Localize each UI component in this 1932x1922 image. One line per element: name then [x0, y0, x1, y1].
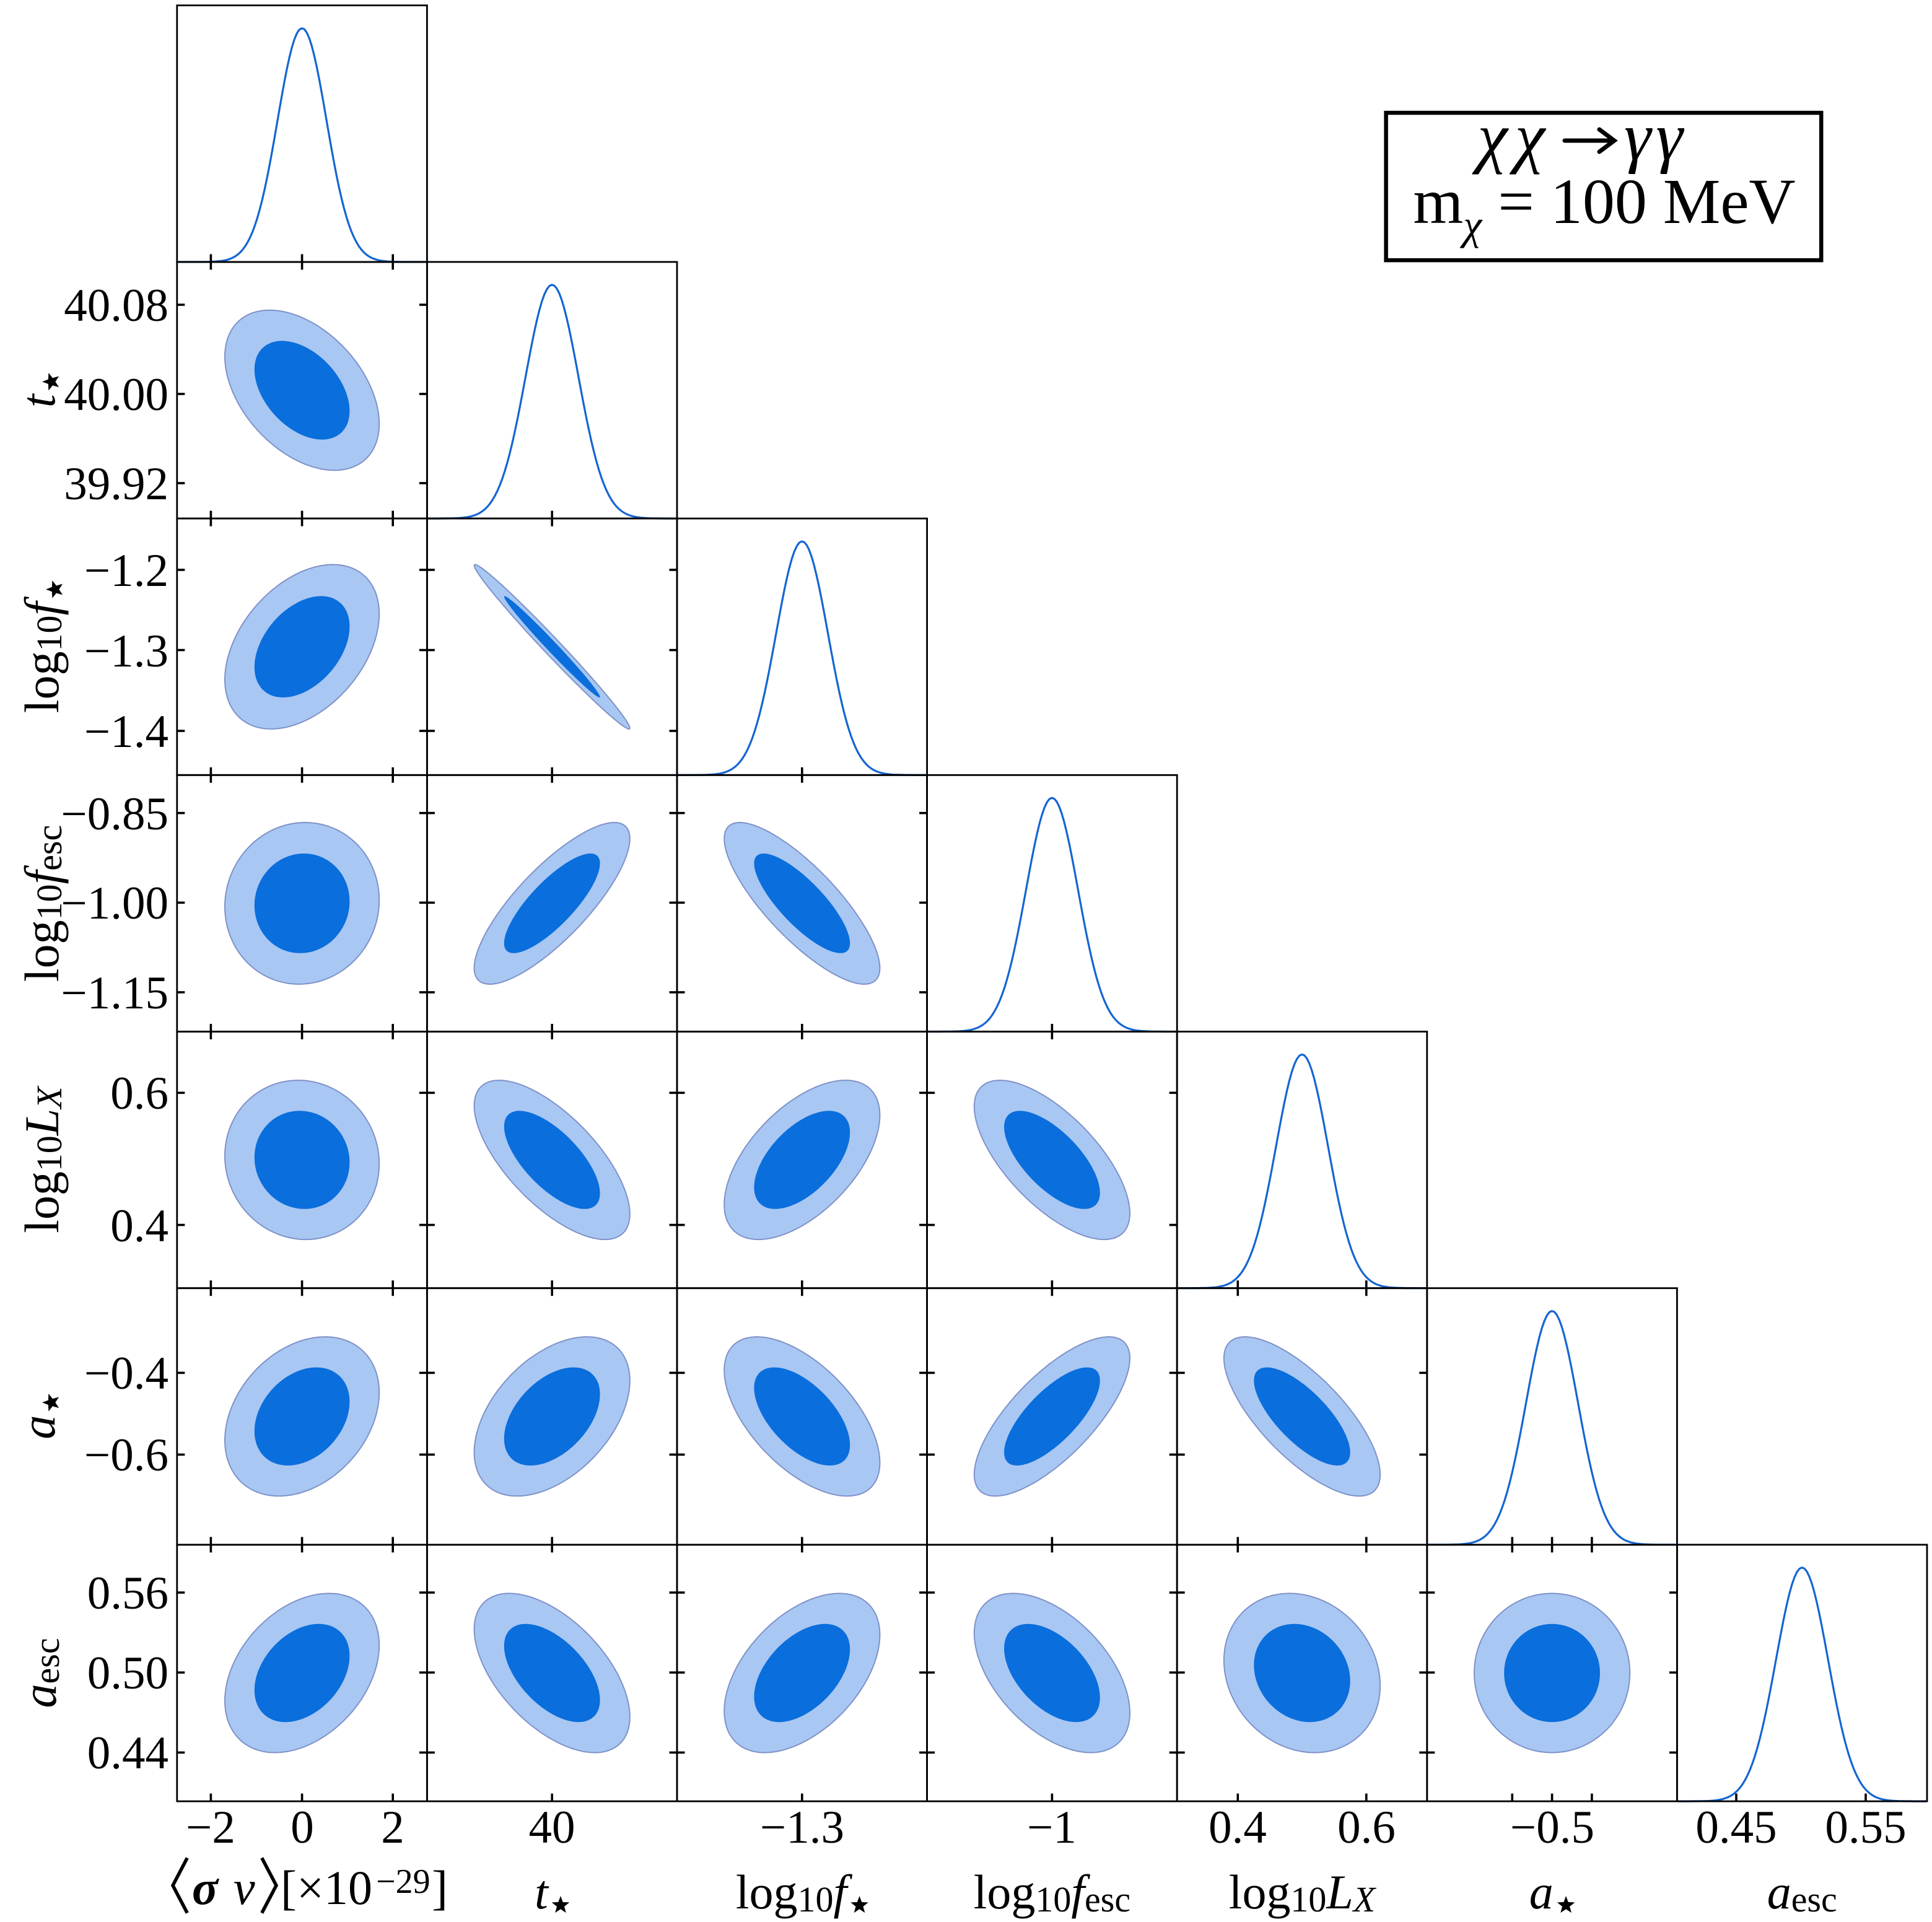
svg-text:40.08: 40.08 — [64, 280, 168, 331]
svg-text:0.6: 0.6 — [110, 1068, 168, 1119]
svg-text:L: L — [15, 1109, 69, 1136]
svg-text:t: t — [535, 1865, 549, 1919]
svg-text:0: 0 — [291, 1802, 314, 1853]
svg-text:a: a — [12, 1684, 66, 1708]
svg-text:−1: −1 — [1027, 1802, 1077, 1853]
svg-text:0.45: 0.45 — [1695, 1802, 1777, 1853]
svg-text:2: 2 — [381, 1802, 404, 1853]
svg-text:]: ] — [432, 1861, 448, 1915]
svg-text:a: a — [1767, 1865, 1791, 1919]
svg-text:v: v — [234, 1861, 255, 1915]
svg-text:0.56: 0.56 — [87, 1568, 168, 1619]
svg-text:−1.15: −1.15 — [61, 968, 168, 1019]
svg-text:esc: esc — [1085, 1879, 1130, 1919]
svg-text:39.92: 39.92 — [64, 458, 168, 510]
svg-text:−1.3: −1.3 — [760, 1802, 844, 1853]
svg-text:10: 10 — [1035, 1879, 1071, 1919]
svg-text:γγ: γγ — [1624, 99, 1688, 175]
svg-text:X: X — [29, 1085, 69, 1110]
svg-text:esc: esc — [1791, 1879, 1837, 1919]
svg-text:−0.4: −0.4 — [84, 1348, 168, 1399]
svg-text:10: 10 — [798, 1879, 834, 1919]
svg-text:0.4: 0.4 — [110, 1200, 168, 1252]
svg-text:−29: −29 — [376, 1863, 431, 1901]
svg-text:0.55: 0.55 — [1825, 1802, 1906, 1853]
svg-text:log: log — [1229, 1865, 1291, 1919]
svg-text:10: 10 — [1290, 1879, 1326, 1919]
svg-text:χχ: χχ — [1472, 99, 1552, 175]
svg-text:log: log — [15, 1171, 69, 1233]
svg-text:40: 40 — [529, 1802, 575, 1853]
svg-text:−1.3: −1.3 — [84, 626, 168, 677]
svg-text:0.44: 0.44 — [87, 1728, 168, 1779]
svg-text:40.00: 40.00 — [64, 369, 168, 421]
svg-text:0.4: 0.4 — [1209, 1802, 1267, 1853]
svg-text:[×10: [×10 — [281, 1861, 372, 1915]
svg-text:−2: −2 — [186, 1802, 235, 1853]
svg-text:esc: esc — [27, 1638, 67, 1684]
svg-text:log: log — [15, 920, 69, 982]
svg-text:σ: σ — [192, 1861, 219, 1915]
svg-text:0.6: 0.6 — [1337, 1802, 1396, 1853]
svg-text:10: 10 — [29, 884, 69, 920]
svg-text:a: a — [11, 1415, 65, 1439]
svg-text:esc: esc — [29, 825, 69, 871]
svg-text:log: log — [15, 651, 69, 713]
svg-text:log: log — [974, 1865, 1036, 1919]
svg-text:0.50: 0.50 — [87, 1648, 168, 1699]
svg-text:−1.4: −1.4 — [84, 706, 168, 758]
svg-text:−0.5: −0.5 — [1510, 1802, 1594, 1853]
svg-text:−1.2: −1.2 — [84, 545, 168, 596]
svg-text:L: L — [1326, 1865, 1353, 1919]
svg-text:10: 10 — [29, 1135, 69, 1171]
svg-text:10: 10 — [29, 615, 69, 651]
svg-text:t: t — [11, 393, 65, 408]
svg-text:log: log — [736, 1865, 798, 1919]
svg-text:a: a — [1529, 1865, 1554, 1919]
svg-text:−1.00: −1.00 — [61, 878, 168, 929]
svg-text:−0.85: −0.85 — [61, 788, 168, 840]
svg-text:X: X — [1352, 1879, 1377, 1919]
svg-text:−0.6: −0.6 — [84, 1430, 168, 1481]
